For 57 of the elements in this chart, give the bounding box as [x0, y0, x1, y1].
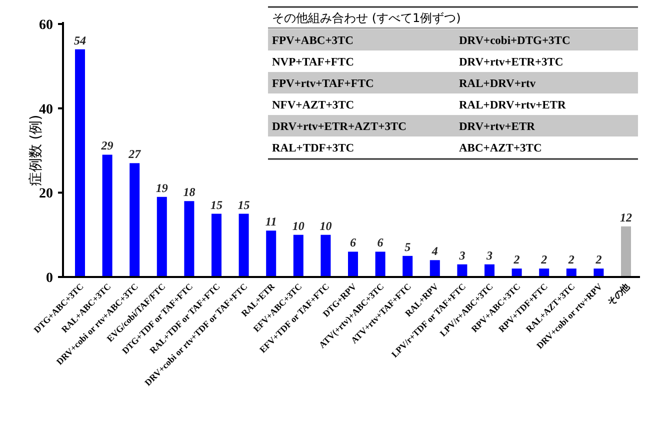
annotation: RAL+DRV+rtv	[459, 78, 536, 90]
bar	[457, 264, 468, 277]
bar	[75, 49, 85, 277]
annotation: DRV+rtv+ETR+3TC	[459, 56, 564, 68]
data-label: 54	[74, 33, 86, 48]
bar	[430, 260, 440, 277]
data-label: 5	[404, 240, 411, 254]
bar	[266, 230, 276, 277]
bar	[212, 214, 222, 277]
data-label: 3	[458, 248, 466, 262]
annotation: その他組み合わせ (すべて1例ずつ)	[272, 11, 461, 25]
data-label: 29	[100, 138, 114, 153]
data-label: 3	[486, 248, 492, 262]
bar	[320, 234, 331, 277]
data-label: 18	[183, 185, 196, 200]
data-label: 4	[430, 244, 438, 258]
bar	[102, 154, 112, 277]
annotation: DRV+rtv+ETR	[459, 121, 536, 133]
y-tick-label: 40	[39, 102, 53, 118]
bar	[621, 226, 631, 277]
annotation: ABC+AZT+3TC	[459, 142, 542, 154]
data-label: 2	[567, 252, 574, 267]
data-label: 6	[377, 236, 384, 250]
bar	[130, 163, 140, 277]
annotation: RAL+DRV+rtv+ETR	[459, 100, 566, 112]
bar	[375, 252, 386, 277]
bar	[293, 234, 304, 277]
data-label: 11	[265, 214, 277, 229]
data-label: 19	[156, 180, 168, 195]
annotation: DRV+cobi+DTG+3TC	[459, 35, 570, 47]
x-tick-label: その他	[605, 280, 632, 308]
data-label: 2	[512, 252, 520, 267]
data-label: 2	[594, 252, 602, 267]
bar	[348, 252, 358, 277]
data-label: 10	[292, 218, 304, 233]
data-label: 15	[238, 198, 250, 212]
annotation: NVP+TAF+FTC	[272, 56, 354, 68]
bar	[238, 214, 249, 277]
annotation: RAL+TDF+3TC	[272, 142, 354, 154]
bar	[484, 264, 494, 277]
bar	[184, 201, 194, 277]
data-label: 10	[320, 218, 332, 233]
y-tick-label: 0	[46, 271, 53, 286]
y-axis-title: 症例数 (例)	[28, 114, 44, 186]
annotation: FPV+rtv+TAF+FTC	[272, 78, 374, 90]
data-label: 15	[210, 198, 222, 212]
annotation: FPV+ABC+3TC	[272, 35, 354, 47]
bar	[402, 256, 413, 277]
annotation: DRV+rtv+ETR+AZT+3TC	[272, 121, 406, 133]
bar	[156, 196, 167, 277]
y-tick-label: 60	[39, 18, 53, 33]
data-label: 6	[350, 236, 356, 250]
data-label: 2	[540, 252, 548, 267]
annotation: NFV+AZT+3TC	[272, 100, 354, 112]
data-label: 12	[620, 210, 632, 224]
y-tick-label: 20	[39, 186, 53, 202]
data-label: 27	[128, 147, 142, 162]
